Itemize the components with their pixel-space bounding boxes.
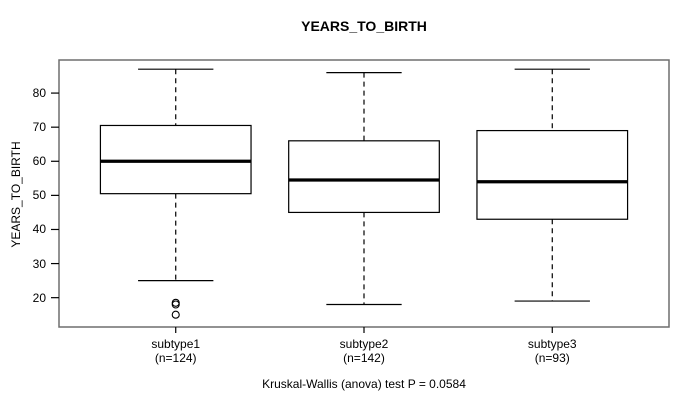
x-category-name: subtype3: [527, 337, 577, 351]
iqr-box-subtype2: [288, 140, 440, 214]
x-category-label-subtype1: subtype1 (n=124): [96, 337, 256, 365]
y-tick-label: 80: [32, 86, 46, 101]
stat-test-footnote: Kruskal-Wallis (anova) test P = 0.0584: [262, 377, 466, 391]
y-tick-label: 20: [32, 290, 46, 305]
y-tick-label: 40: [32, 222, 46, 237]
iqr-box-subtype3: [476, 129, 629, 220]
x-category-count: (n=93): [534, 351, 570, 365]
x-category-count: (n=124): [154, 351, 197, 365]
y-tick-label: 70: [32, 120, 46, 135]
x-category-name: subtype1: [151, 337, 201, 351]
iqr-box-subtype1: [99, 124, 252, 195]
y-tick-label: 30: [32, 256, 46, 271]
x-category-count: (n=142): [343, 351, 385, 365]
outlier-point-subtype1: [171, 310, 180, 319]
x-category-name: subtype2: [339, 337, 389, 351]
y-tick-label: 50: [32, 188, 46, 203]
chart-title: YEARS_TO_BIRTH: [301, 18, 427, 34]
y-tick-label: 60: [32, 154, 46, 169]
x-category-label-subtype3: subtype3 (n=93): [472, 337, 632, 365]
outlier-point-subtype1: [171, 300, 180, 309]
x-category-label-subtype2: subtype2 (n=142): [284, 337, 444, 365]
